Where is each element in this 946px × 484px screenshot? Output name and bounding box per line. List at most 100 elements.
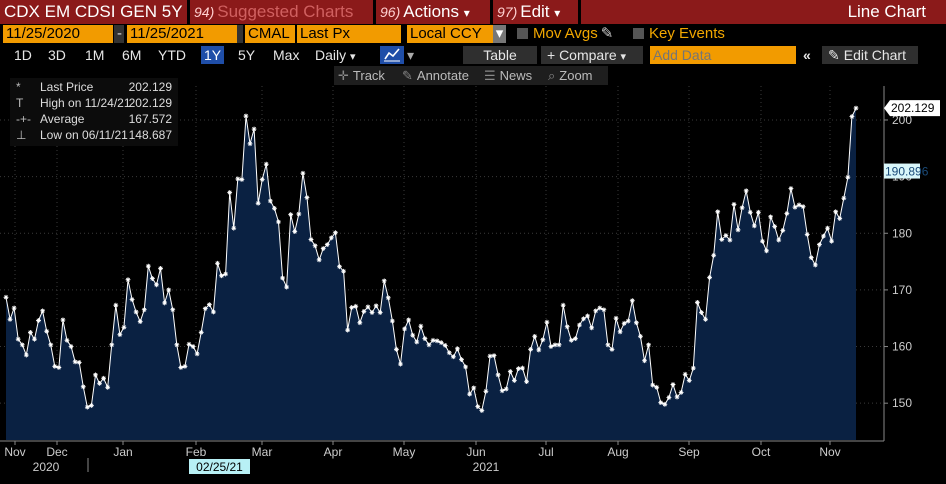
price-marker [646, 342, 651, 348]
period-button-5y[interactable]: 5Y [238, 47, 256, 63]
price-marker [593, 308, 599, 314]
price-marker [690, 365, 696, 371]
chart-style-dropdown-icon[interactable]: ▾ [407, 47, 415, 63]
price-marker [755, 209, 761, 215]
x-tick-label: Feb [186, 445, 207, 459]
price-marker [76, 360, 82, 365]
end-calendar-icon[interactable] [237, 25, 243, 43]
price-marker [235, 176, 241, 182]
actions-label: Actions [403, 2, 459, 21]
price-marker [255, 200, 261, 206]
price-marker [402, 326, 407, 332]
zoom-tool[interactable]: ⌕ Zoom [548, 66, 593, 85]
price-marker [552, 342, 558, 348]
price-marker [499, 388, 505, 394]
key-events-toggle[interactable]: Key Events [633, 25, 725, 43]
pencil-icon[interactable]: ✎ [600, 25, 614, 42]
pencil-icon: ✎ [828, 47, 840, 63]
suggested-num: 94) [194, 4, 215, 20]
price-marker [853, 105, 859, 111]
period-button-1m[interactable]: 1M [85, 47, 105, 63]
price-marker [654, 384, 660, 390]
period-button-1d[interactable]: 1D [14, 47, 32, 63]
price-marker [674, 394, 680, 400]
mov-avgs-checkbox[interactable] [517, 28, 528, 39]
price-marker [776, 237, 782, 243]
collapse-icon[interactable]: « [803, 47, 811, 63]
price-marker [825, 225, 830, 231]
period-button-1y[interactable]: 1Y [201, 46, 225, 64]
actions-button[interactable]: 96) Actions ▾ [376, 0, 490, 24]
legend-value: 167.572 [128, 112, 172, 126]
key-events-checkbox[interactable] [633, 28, 644, 39]
y-tick-label: 180 [892, 226, 912, 240]
price-marker [296, 211, 302, 217]
price-marker [532, 333, 538, 339]
price-marker [491, 353, 497, 359]
start-calendar-icon[interactable] [114, 25, 124, 43]
mov-avgs-toggle[interactable]: Mov Avgs ✎ [517, 25, 613, 43]
legend-marker: -+- [16, 112, 31, 126]
news-tool[interactable]: ☰ News [484, 66, 533, 85]
x-tick-label: Sep [678, 445, 700, 459]
price-marker [581, 316, 586, 322]
currency-selector[interactable]: Local CCY [407, 25, 493, 43]
x-tick-label: Oct [752, 445, 771, 459]
price-marker [284, 284, 290, 290]
price-marker [483, 388, 489, 394]
price-marker [589, 325, 595, 331]
price-marker [48, 342, 54, 348]
frequency-selector[interactable]: Daily ▾ [315, 46, 356, 64]
price-marker [353, 303, 359, 309]
price-marker [211, 309, 216, 315]
price-marker [243, 113, 249, 119]
period-button-max[interactable]: Max [273, 47, 300, 63]
edit-chart-button[interactable]: ✎ Edit Chart [822, 46, 918, 64]
table-button[interactable]: Table [463, 46, 537, 64]
edit-button[interactable]: 97) Edit ▾ [493, 0, 578, 24]
suggested-charts-button[interactable]: 94) Suggested Charts [190, 0, 373, 24]
price-marker [812, 262, 818, 268]
period-button-6m[interactable]: 6M [122, 47, 142, 63]
start-date-field[interactable]: 11/25/2020 [3, 25, 113, 43]
end-date-field[interactable]: 11/25/2021 [127, 25, 237, 43]
period-button-ytd[interactable]: YTD [158, 47, 186, 63]
field-selector[interactable]: Last Px [297, 25, 401, 43]
price-marker [507, 369, 513, 374]
price-marker [247, 141, 253, 147]
period-button-3d[interactable]: 3D [48, 47, 66, 63]
price-marker [699, 310, 704, 315]
price-marker [768, 214, 773, 220]
calendar-field[interactable]: CMAL [245, 25, 295, 43]
x-tick-label: Jul [538, 445, 553, 459]
price-marker [694, 299, 700, 305]
edit-chart-label: Edit Chart [843, 47, 906, 63]
price-marker [642, 358, 647, 364]
security-field[interactable]: CDX EM CDSI GEN 5Y [0, 0, 187, 24]
price-marker [174, 342, 180, 348]
price-marker [446, 350, 452, 356]
price-marker [430, 337, 436, 343]
x-tick-label: Nov [819, 445, 840, 459]
price-marker [792, 204, 798, 210]
price-marker [381, 278, 387, 284]
compare-button[interactable]: + Compare ▾ [541, 46, 643, 64]
zoom-icon: ⌕ [548, 68, 556, 83]
price-marker [361, 309, 367, 314]
price-marker [202, 306, 208, 311]
price-marker [308, 237, 314, 242]
annotate-tool[interactable]: ✎ Annotate [402, 66, 469, 85]
y-tick-label: 150 [892, 396, 912, 410]
add-data-input[interactable] [650, 46, 796, 64]
price-marker [166, 287, 172, 293]
edit-dropdown-icon: ▾ [554, 6, 561, 20]
price-marker [418, 323, 424, 329]
last-value-box [884, 100, 940, 117]
track-tool[interactable]: ✛ Track [338, 66, 385, 85]
line-chart-icon[interactable] [380, 46, 404, 64]
currency-dropdown-icon[interactable]: ▾ [493, 25, 506, 43]
price-marker [349, 305, 355, 310]
toolbar: 1D 3D 1M 6M YTD 1Y 5Y Max Daily ▾ ▾ Table + Com… [0, 45, 946, 65]
price-marker [333, 230, 338, 236]
